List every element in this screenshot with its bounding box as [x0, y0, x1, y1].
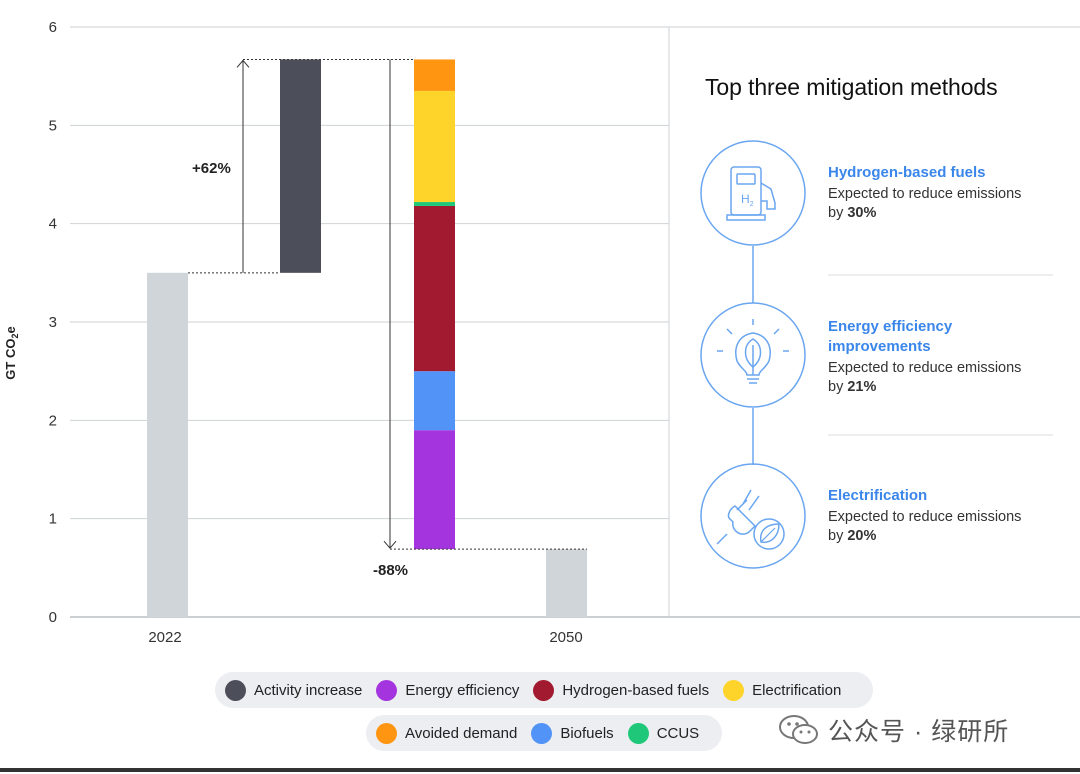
watermark-text: 公众号 · 绿研所: [828, 718, 1010, 746]
method-reduction: by 30%: [828, 205, 877, 221]
method-energy-efficiency: Energy efficiency improvements Expected …: [828, 317, 1068, 397]
legend-swatch: [225, 679, 246, 701]
bar-2050: [546, 549, 587, 617]
method-desc: Expected to reduce emissions: [828, 509, 1022, 525]
method-name: Hydrogen-based fuels: [828, 164, 986, 181]
bottom-rule: [0, 768, 1080, 772]
y-tick-0: 0: [49, 609, 57, 626]
decrease-arrowhead: [383, 540, 397, 549]
svg-text:H2: H2: [741, 192, 754, 208]
decrease-label: -88%: [373, 562, 408, 579]
method-pct: 21%: [847, 379, 877, 395]
y-axis-label: GT CO2e: [3, 326, 20, 379]
legend-swatch: [376, 722, 397, 744]
method-name-line2: improvements: [828, 338, 931, 355]
leaf-bulb-icon: [700, 302, 806, 408]
wechat-icon: [779, 715, 818, 744]
legend-item-electrification: Electrification: [723, 679, 841, 701]
y-tick-5: 5: [49, 117, 57, 134]
y-tick-2: 2: [49, 412, 57, 429]
y-tick-3: 3: [49, 314, 57, 331]
bar-segment-avoided-demand: [414, 59, 455, 91]
bar-segment-hydrogen-based-fuels: [414, 205, 455, 372]
y-tick-4: 4: [49, 216, 57, 233]
method-pct: 20%: [847, 528, 877, 544]
legend-item-hydrogen-based-fuels: Hydrogen-based fuels: [533, 679, 709, 701]
legend-swatch: [531, 722, 553, 744]
legend-swatch: [627, 722, 649, 744]
method-name: Electrification: [828, 487, 928, 504]
method-pct: 30%: [847, 205, 877, 221]
bar-2022: [147, 272, 188, 617]
panel-title: Top three mitigation methods: [705, 74, 998, 100]
x-tick-2050: 2050: [549, 629, 582, 646]
plug-leaf-icon: [700, 463, 806, 569]
method-desc: Expected to reduce emissions: [828, 360, 1022, 376]
method-name-line1: Energy efficiency: [828, 318, 953, 335]
legend-row-2: Avoided demand Biofuels CCUS: [366, 715, 722, 751]
y-axis-ticks: 0 1 2 3 4 5 6: [49, 19, 57, 626]
bar-segment-biofuels: [414, 371, 455, 431]
bar-segment-energy-efficiency: [414, 430, 455, 550]
legend-row-1: Activity increase Energy efficiency Hydr…: [215, 672, 873, 708]
increase-arrowhead: [236, 59, 250, 68]
x-tick-2022: 2022: [148, 629, 181, 646]
y-tick-1: 1: [49, 511, 57, 528]
method-desc: Expected to reduce emissions: [828, 186, 1022, 202]
legend-swatch: [376, 679, 398, 701]
bar-segment-ccus: [414, 202, 455, 206]
y-tick-6: 6: [49, 19, 57, 36]
bar-activity-increase: [280, 59, 321, 273]
method-hydrogen: Hydrogen-based fuels Expected to reduce …: [828, 163, 1068, 223]
increase-label: +62%: [192, 160, 231, 177]
guides: [188, 58, 587, 550]
legend-item-avoided-demand: Avoided demand: [376, 722, 517, 744]
method-electrification: Electrification Expected to reduce emiss…: [828, 486, 1068, 546]
legend-swatch: [533, 679, 555, 701]
legend-item-biofuels: Biofuels: [531, 722, 614, 744]
legend-swatch: [723, 679, 745, 701]
method-reduction: by 21%: [828, 379, 877, 395]
watermark: 公众号 · 绿研所: [778, 712, 1009, 748]
legend-item-energy-efficiency: Energy efficiency: [376, 679, 519, 701]
bar-segment-electrification: [414, 90, 455, 203]
hydrogen-pump-icon: H2: [700, 140, 806, 246]
bars: [147, 59, 587, 617]
legend-item-ccus: CCUS: [627, 722, 699, 744]
legend-item-activity-increase: Activity increase: [225, 679, 362, 701]
method-reduction: by 20%: [828, 528, 877, 544]
